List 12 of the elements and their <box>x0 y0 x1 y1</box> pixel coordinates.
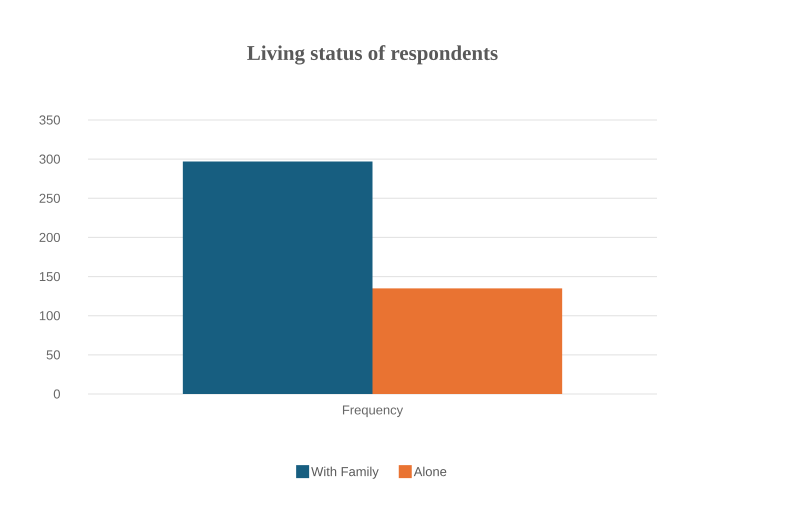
y-tick-label: 0 <box>54 389 60 399</box>
y-tick-label: 250 <box>40 194 60 203</box>
legend-label: Alone <box>414 466 446 476</box>
y-tick-label: 200 <box>40 232 60 242</box>
y-tick-label: 350 <box>39 115 60 125</box>
x-tick-label: Frequency <box>342 406 404 418</box>
y-tick-label: 50 <box>46 350 60 360</box>
y-tick-label: 150 <box>40 272 60 282</box>
y-tick-label: 100 <box>40 311 60 320</box>
chart-title: Living status of respondents <box>247 45 498 65</box>
legend-label: With Family <box>311 466 379 479</box>
y-tick-label: 300 <box>39 154 60 164</box>
